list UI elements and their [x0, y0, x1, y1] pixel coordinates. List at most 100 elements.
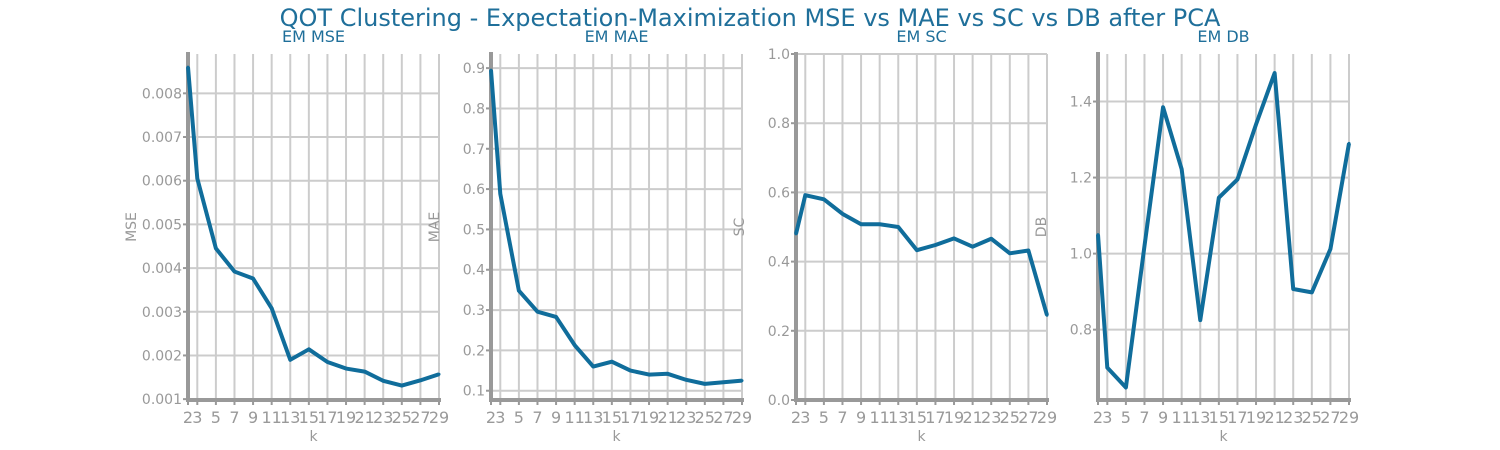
data-point	[915, 248, 919, 252]
x-tick-label: 21	[962, 408, 982, 427]
x-tick-label: 29	[429, 408, 449, 427]
data-point	[1198, 318, 1202, 322]
y-tick-label: 0.4	[463, 263, 485, 279]
y-tick-label: 0.007	[142, 130, 182, 146]
data-point	[822, 197, 826, 201]
y-tick-label: 0.004	[142, 261, 182, 277]
data-point	[251, 277, 255, 281]
y-axis-label: MAE	[427, 212, 443, 243]
x-tick-label: 7	[1139, 408, 1149, 427]
x-tick-label: 9	[551, 408, 561, 427]
x-tick-label: 5	[819, 408, 829, 427]
x-tick-label: 25	[695, 408, 715, 427]
x-axis-label: k	[1219, 429, 1228, 445]
data-point	[344, 367, 348, 371]
data-point	[232, 270, 236, 274]
x-tick-label: 19	[336, 408, 356, 427]
data-point	[1161, 105, 1165, 109]
x-tick-label: 21	[354, 408, 374, 427]
x-tick-label: 17	[620, 408, 640, 427]
data-point	[186, 65, 190, 69]
x-tick-label: 19	[1246, 408, 1266, 427]
y-tick-label: 0.8	[463, 101, 485, 117]
y-tick-label: 0.008	[142, 86, 182, 102]
x-tick-label: 25	[1000, 408, 1020, 427]
x-axis-label: k	[612, 429, 621, 445]
x-axis-label: k	[917, 429, 926, 445]
x-tick-label: 13	[1190, 408, 1210, 427]
x-tick-label: 27	[410, 408, 430, 427]
data-point	[535, 310, 539, 314]
x-tick-label: 15	[907, 408, 927, 427]
y-tick-label: 0.002	[142, 348, 182, 364]
data-point	[418, 378, 422, 382]
x-axis-label: k	[309, 429, 318, 445]
x-tick-label: 25	[1302, 408, 1322, 427]
x-tick-label: 9	[248, 408, 258, 427]
data-point	[1217, 196, 1221, 200]
data-point	[1310, 290, 1314, 294]
x-tick-label: 29	[1037, 408, 1057, 427]
x-tick-label: 27	[1320, 408, 1340, 427]
x-tick-label: 21	[1264, 408, 1284, 427]
y-tick-label: 0.6	[463, 182, 485, 198]
x-tick-label: 13	[888, 408, 908, 427]
x-tick-label: 17	[925, 408, 945, 427]
x-tick-label: 25	[392, 408, 412, 427]
x-tick-label: 19	[944, 408, 964, 427]
x-tick-label: 29	[732, 408, 752, 427]
data-point	[989, 237, 993, 241]
data-point	[740, 379, 744, 383]
x-tick-label: 13	[280, 408, 300, 427]
x-tick-label: 29	[1339, 408, 1359, 427]
data-point	[1273, 71, 1277, 75]
x-tick-label: 3	[495, 408, 505, 427]
x-tick-label: 27	[1018, 408, 1038, 427]
data-point	[325, 360, 329, 364]
data-point	[554, 315, 558, 319]
x-tick-label: 11	[1171, 408, 1191, 427]
data-point	[489, 68, 493, 72]
y-tick-label: 0.1	[463, 384, 485, 400]
data-point	[498, 192, 502, 196]
data-point	[1026, 249, 1030, 253]
panel-title: EM SC	[896, 27, 946, 46]
panel-title: EM MAE	[585, 27, 649, 46]
y-tick-label: 0.0	[768, 393, 790, 409]
data-point	[666, 372, 670, 376]
data-point	[195, 177, 199, 181]
x-tick-label: 5	[211, 408, 221, 427]
data-point	[628, 369, 632, 373]
x-tick-label: 23	[373, 408, 393, 427]
data-point	[878, 222, 882, 226]
y-axis-label: SC	[732, 217, 748, 236]
x-tick-label: 23	[1283, 408, 1303, 427]
data-point	[1142, 244, 1146, 248]
x-tick-label: 3	[800, 408, 810, 427]
x-tick-label: 23	[981, 408, 1001, 427]
data-point	[610, 360, 614, 364]
data-point	[859, 222, 863, 226]
data-point	[591, 365, 595, 369]
y-tick-label: 1.4	[1070, 95, 1092, 111]
chart-panel-4: EM DB0.81.01.21.42 3 5 7 9 111315171921232527…	[1034, 27, 1359, 445]
y-tick-label: 0.001	[142, 392, 182, 408]
y-tick-label: 1.0	[1070, 247, 1092, 263]
x-tick-label: 15	[602, 408, 622, 427]
data-point	[971, 245, 975, 249]
x-tick-label: 11	[564, 408, 584, 427]
x-tick-label: 7	[532, 408, 542, 427]
x-tick-label: 2	[791, 408, 801, 427]
y-tick-label: 0.6	[768, 185, 790, 201]
figure-title: QOT Clustering - Expectation-Maximizatio…	[279, 4, 1221, 32]
x-tick-label: 27	[713, 408, 733, 427]
data-point	[933, 243, 937, 247]
x-tick-label: 3	[192, 408, 202, 427]
y-tick-label: 0.8	[768, 116, 790, 132]
x-tick-label: 9	[1158, 408, 1168, 427]
y-tick-label: 0.3	[463, 303, 485, 319]
panel-title: EM MSE	[282, 27, 345, 46]
panel-title: EM DB	[1197, 27, 1249, 46]
